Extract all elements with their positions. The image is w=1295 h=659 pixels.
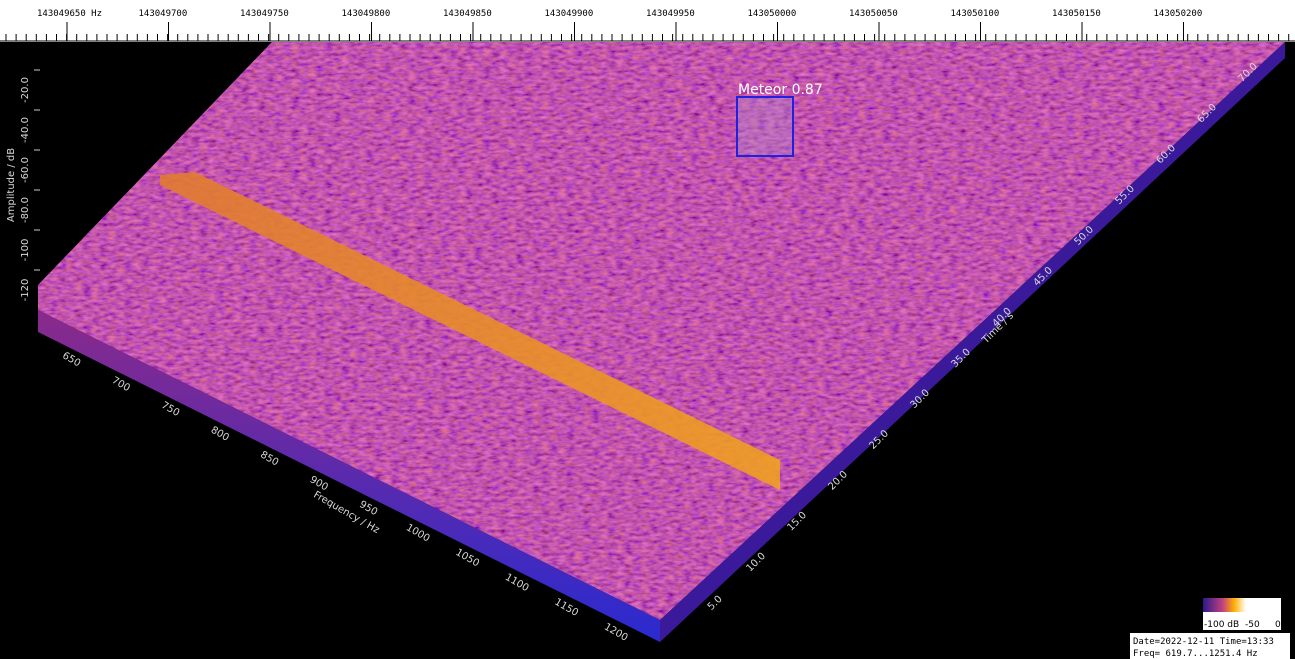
amplitude-label: -100 [20, 239, 31, 262]
colorbar-label: -100 dB [1204, 620, 1239, 630]
status-line: Date=2022-12-11 Time=13:33 [1133, 637, 1274, 647]
ruler-label: 143049700 [139, 9, 188, 19]
colorbar [1203, 598, 1281, 612]
amplitude-label: -120 [20, 279, 31, 302]
amplitude-title: Amplitude / dB [6, 148, 17, 222]
status-line: Freq= 619.7...1251.4 Hz [1133, 649, 1258, 659]
top-ruler [0, 0, 1295, 42]
detection-label: Meteor 0.87 [738, 82, 823, 98]
ruler-label: 143049950 [646, 9, 695, 19]
ruler-label: 143049800 [342, 9, 391, 19]
ruler-label: 143050200 [1154, 9, 1203, 19]
waterfall-front [38, 310, 660, 642]
frequency-label: 750 [159, 400, 181, 419]
ruler-label: 143050150 [1052, 9, 1101, 19]
ruler-label: 143049750 [240, 9, 289, 19]
colorbar-label: -50 [1245, 620, 1260, 630]
ruler-label: 143049850 [443, 9, 492, 19]
amplitude-label: -20.0 [20, 77, 31, 103]
frequency-label: 850 [258, 449, 280, 468]
waterfall-texture [38, 42, 1285, 620]
ruler-label: 143050050 [849, 9, 898, 19]
colorbar-scale [1203, 612, 1281, 630]
frequency-label: 800 [209, 425, 231, 444]
amplitude-label: -40.0 [20, 117, 31, 143]
status-box [1130, 633, 1290, 659]
frequency-label: 1200 [602, 622, 630, 644]
ruler-ticks [5, 22, 1290, 41]
colorbar-label: 0 [1275, 620, 1281, 630]
frequency-label: 700 [110, 375, 132, 394]
amplitude-label: -80.0 [20, 197, 31, 223]
waterfall-side [660, 42, 1285, 642]
frequency-label: 650 [60, 350, 82, 369]
detection-box [736, 96, 794, 157]
signal-streak [160, 172, 780, 490]
ruler-label: 143049900 [545, 9, 594, 19]
ruler-label: 143049650 Hz [37, 9, 102, 19]
ruler-label: 143050000 [748, 9, 797, 19]
ruler-label: 143050100 [951, 9, 1000, 19]
amplitude-label: -60.0 [20, 157, 31, 183]
